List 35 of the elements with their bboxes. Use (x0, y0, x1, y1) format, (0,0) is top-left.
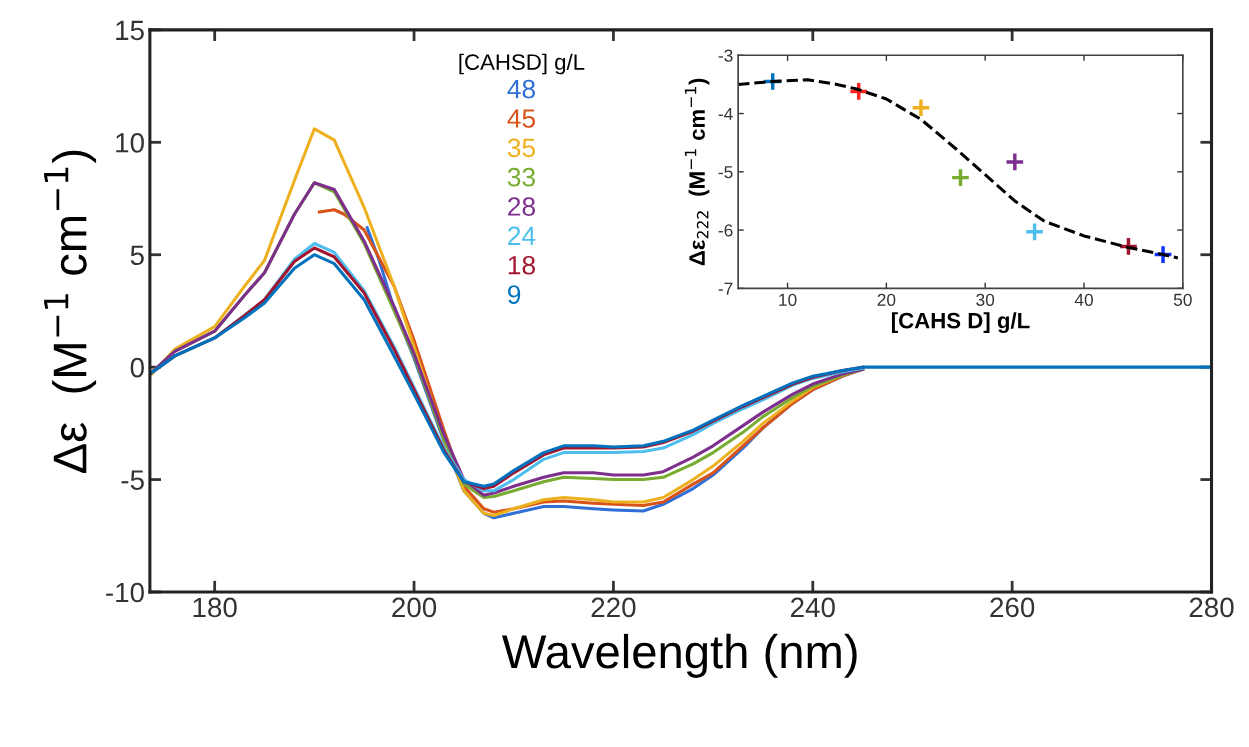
y-tick-label: -5 (121, 470, 144, 490)
y-tick-label: 10 (116, 132, 144, 153)
text: 9 (508, 285, 521, 304)
x-tick-label: 30 (976, 293, 995, 306)
x-tick-label: 280 (1189, 597, 1234, 618)
y-tick-label: -4 (718, 107, 733, 120)
x-tick-label: 180 (193, 597, 237, 618)
x-axis-title: Wavelength (nm) (502, 633, 857, 678)
y-tick-label: 5 (130, 245, 144, 266)
x-tick-label: 200 (392, 597, 437, 618)
x-tick-label: 240 (791, 597, 835, 618)
text: 48 (507, 79, 535, 99)
y-tick-label: -6 (718, 224, 733, 237)
x-tick-label: 260 (990, 597, 1035, 618)
y-tick-label: 0 (130, 357, 144, 378)
x-tick-label: 10 (779, 293, 797, 306)
y-axis-title: Δε (M$^{−1}$ cm$^{−1}$) (44, 150, 97, 473)
text: 18 (508, 255, 535, 275)
legend-title: [CAHSD] g/L (459, 53, 585, 75)
x-tick-label: 220 (591, 597, 636, 618)
text: 45 (507, 109, 536, 128)
text: 35 (507, 138, 536, 158)
y-tick-label: -7 (718, 282, 733, 295)
text: 28 (508, 197, 535, 216)
y-tick-label: -3 (718, 49, 733, 62)
x-tick-label: 40 (1074, 293, 1093, 306)
y-tick-label: -5 (718, 166, 733, 179)
y-axis-title: Δε$_{222}$ (M$^{−1}$ cm$^{−1}$) (684, 78, 710, 266)
y-tick-label: -10 (106, 582, 144, 603)
y-tick-label: 15 (116, 20, 144, 41)
text: 33 (507, 167, 535, 187)
x-tick-label: 20 (877, 293, 896, 306)
x-axis-title: [CAHS D] g/L (891, 312, 1030, 333)
x-tick-label: 50 (1173, 293, 1192, 306)
text: 24 (508, 226, 536, 245)
